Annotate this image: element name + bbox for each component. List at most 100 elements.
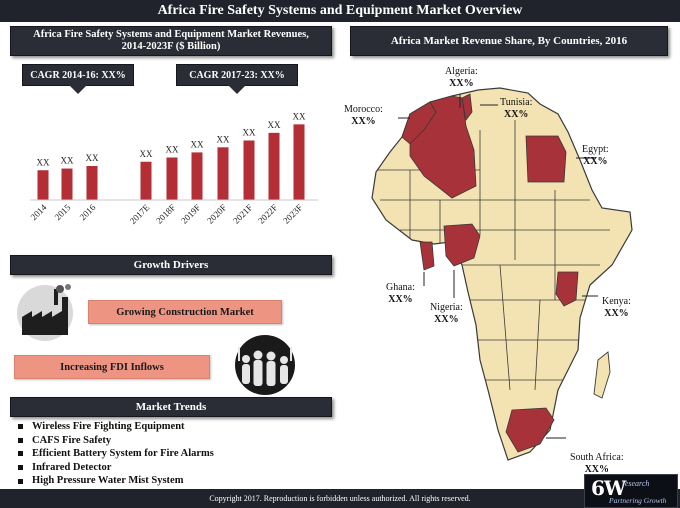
bar-2020F: [217, 147, 229, 200]
trend-item: High Pressure Water Mist System: [18, 474, 338, 488]
bar-2018F: [166, 157, 178, 200]
kenya-region: [555, 271, 579, 307]
logo-main: 6W: [591, 476, 626, 500]
driver-fdi: Increasing FDI Inflows: [14, 355, 210, 379]
callout-name: Algeria:: [445, 66, 478, 77]
bar-2023F: [293, 124, 305, 200]
cagr-callout-label: CAGR 2017-23: XX%: [189, 69, 285, 81]
data-label-2022F: XX: [268, 120, 281, 130]
ghana-region: [419, 241, 435, 271]
tick-label-2016: 2016: [78, 202, 98, 222]
trend-label: Infrared Detector: [32, 461, 112, 473]
bar-2016: [86, 166, 98, 200]
bar-2022F: [268, 132, 280, 200]
data-label-2018F: XX: [166, 145, 179, 155]
callout-nigeria: Nigeria: XX%: [430, 302, 463, 326]
callout-value: XX%: [584, 464, 610, 475]
bullet-icon: [18, 451, 23, 457]
tick-label-2020F: 2020F: [205, 202, 228, 225]
cagr-callout-2014-16: CAGR 2014-16: XX%: [22, 64, 134, 94]
callout-value: XX%: [351, 116, 376, 127]
callout-value: XX%: [604, 308, 629, 319]
bar-chart-heading-line2: 2014-2023F ($ Billion): [121, 41, 221, 52]
madagascar-island: [593, 351, 611, 399]
page-title: Africa Fire Safety Systems and Equipment…: [0, 0, 680, 22]
callout-value: XX%: [434, 314, 459, 325]
callout-pointer: [228, 85, 246, 94]
growth-drivers-heading: Growth Drivers: [10, 255, 332, 275]
callout-algeria: Algeria: XX%: [445, 66, 478, 90]
tick-label-2022F: 2022F: [256, 202, 279, 225]
callout-name: Nigeria:: [430, 302, 463, 313]
data-label-2014: XX: [37, 157, 50, 167]
tick-label-2019F: 2019F: [179, 202, 202, 225]
bar-2021F: [243, 140, 255, 200]
bullet-icon: [18, 437, 23, 443]
tick-label-2021F: 2021F: [231, 202, 254, 225]
driver-construction: Growing Construction Market: [88, 300, 282, 324]
company-logo: 6W research Partnering Growth: [584, 474, 678, 508]
bullet-icon: [18, 478, 23, 484]
trend-label: Wireless Fire Fighting Equipment: [32, 421, 185, 432]
trend-item: Wireless Fire Fighting Equipment: [18, 420, 338, 434]
trend-label: High Pressure Water Mist System: [32, 475, 184, 487]
callout-name: South Africa:: [570, 452, 624, 463]
callout-name: Tunisia:: [500, 97, 533, 108]
data-label-2017E: XX: [140, 149, 153, 159]
tick-label-2018F: 2018F: [154, 202, 177, 225]
market-trends-heading: Market Trends: [10, 397, 332, 417]
nigeria-region: [443, 223, 481, 267]
callout-kenya: Kenya: XX%: [602, 296, 631, 320]
cagr-callout-2017-23: CAGR 2017-23: XX%: [176, 64, 298, 94]
callout-south-africa: South Africa: XX%: [570, 452, 624, 476]
trend-item: Infrared Detector: [18, 461, 338, 475]
callout-value: XX%: [503, 109, 529, 120]
callout-ghana: Ghana: XX%: [386, 282, 415, 306]
callout-value: XX%: [583, 156, 608, 167]
south-africa-region: [505, 407, 555, 453]
callout-egypt: Egypt: XX%: [582, 144, 609, 168]
callout-name: Morocco:: [344, 104, 383, 115]
logo-tagline: Partnering Growth: [609, 496, 667, 505]
trend-label: CAFS Fire Safety: [32, 434, 112, 446]
callout-tunisia: Tunisia: XX%: [500, 97, 532, 121]
country-border: [499, 264, 511, 391]
callout-name: Egypt:: [582, 144, 609, 155]
bar-chart-heading-line1: Africa Fire Safety Systems and Equipment…: [33, 29, 309, 40]
footer: Copyright 2017. Reproduction is forbidde…: [0, 489, 680, 508]
data-label-2020F: XX: [217, 134, 230, 144]
data-label-2016: XX: [86, 153, 99, 163]
revenue-bar-chart: XX 2014 XX 2015 XX 2016 XX 2017E XX 2018F XX 2019F X…: [29, 111, 318, 226]
map-heading: Africa Market Revenue Share, By Countrie…: [350, 26, 668, 56]
callout-value: XX%: [449, 78, 474, 89]
callout-value: XX%: [388, 294, 413, 305]
logo-sub: research: [622, 479, 650, 488]
cagr-callout-label: CAGR 2014-16: XX%: [30, 69, 126, 81]
tick-label-2017E: 2017E: [128, 202, 152, 226]
callout-pointer: [69, 85, 87, 94]
data-label-2015: XX: [61, 156, 74, 166]
tick-label-2014: 2014: [29, 202, 49, 222]
bar-2014: [37, 170, 49, 200]
trend-label: Efficient Battery System for Fire Alarms: [32, 448, 214, 460]
crowd-icon: [235, 335, 295, 395]
copyright-text: Copyright 2017. Reproduction is forbidde…: [209, 494, 471, 503]
tick-label-2015: 2015: [53, 202, 73, 222]
africa-map: [371, 87, 633, 461]
tunisia-region: [461, 93, 473, 121]
trend-item: Efficient Battery System for Fire Alarms: [18, 447, 338, 461]
country-border: [534, 299, 541, 391]
callout-name: Ghana:: [386, 282, 415, 293]
tick-label-2023F: 2023F: [281, 202, 304, 225]
data-label-2019F: XX: [191, 139, 204, 149]
egypt-region: [525, 135, 567, 183]
callout-name: Kenya:: [602, 296, 631, 307]
bullet-icon: [18, 424, 23, 430]
bar-2015: [61, 168, 73, 200]
factory-icon: [17, 284, 73, 341]
bar-chart-heading: Africa Fire Safety Systems and Equipment…: [10, 26, 332, 56]
data-label-2023F: XX: [293, 111, 306, 121]
bullet-icon: [18, 465, 23, 471]
trend-item: CAFS Fire Safety: [18, 434, 338, 448]
callout-morocco: Morocco: XX%: [344, 104, 383, 128]
